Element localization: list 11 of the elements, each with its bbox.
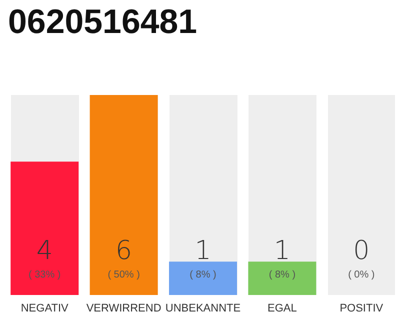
x-tick-label: NEGATIV [20, 302, 69, 314]
data-label: 6 ( 50% ) [108, 236, 140, 280]
x-tick-label: UNBEKANNTE [165, 302, 241, 314]
data-label: 0 ( 0% ) [348, 236, 375, 280]
chart-title: 0620516481 [8, 3, 198, 41]
x-tick-label: EGAL [268, 302, 297, 314]
data-label: 4 ( 33% ) [28, 236, 61, 280]
data-label: 1 ( 8% ) [190, 236, 216, 280]
x-tick-label: POSITIV [340, 302, 384, 314]
data-label: 1 ( 8% ) [268, 236, 296, 280]
x-tick-label: VERWIRREND [86, 302, 162, 314]
